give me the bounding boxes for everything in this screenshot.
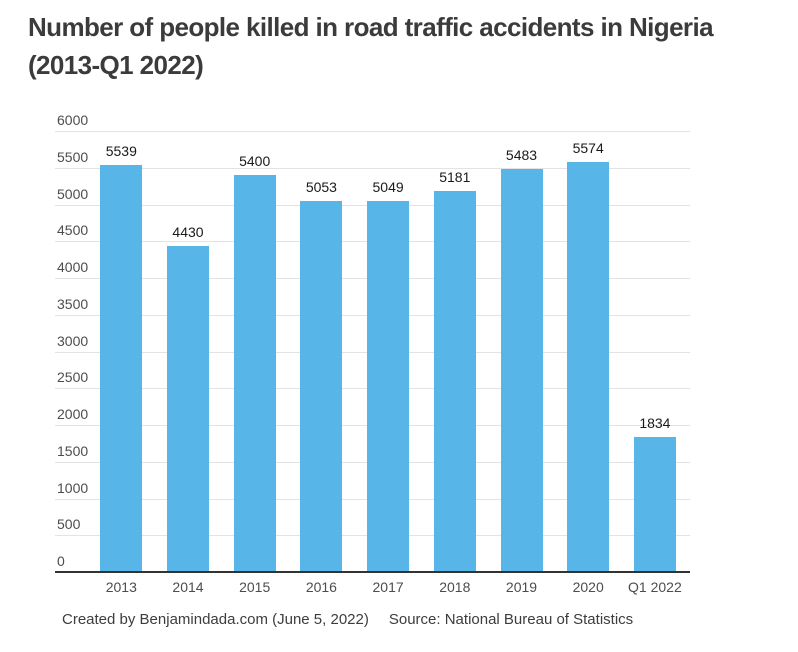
bar-value-label: 5049: [372, 178, 404, 195]
y-axis-tick-label: 3000: [57, 332, 89, 349]
bar-2019: [500, 168, 543, 571]
y-axis-tick-label: 5500: [57, 148, 89, 165]
chart-title: Number of people killed in road traffic …: [28, 8, 794, 84]
x-axis-label: 2017: [372, 579, 404, 595]
y-axis-tick-label: 0: [57, 553, 65, 569]
y-axis-tick-label: 1500: [57, 442, 89, 459]
bar-2014: [167, 246, 209, 571]
bar-value-label: 5483: [505, 146, 538, 163]
x-axis-line: [55, 571, 690, 573]
y-axis-tick-label: 1000: [57, 479, 89, 496]
source-text: Source: National Bureau of Statistics: [388, 611, 634, 628]
bar-2018: [433, 191, 476, 571]
gridline: [55, 167, 690, 169]
bar-q1-2022: [633, 437, 676, 571]
bar-2020: [567, 162, 610, 571]
chart-footer: Created by Benjamindada.com (June 5, 202…: [62, 611, 633, 629]
x-axis-label: 2019: [505, 579, 538, 595]
y-axis-tick-label: 2500: [57, 369, 89, 386]
x-axis-label: 2014: [172, 579, 204, 595]
bar-value-label: 5539: [105, 142, 137, 159]
x-axis-label: 2018: [439, 579, 471, 595]
bar-value-label: 5574: [572, 140, 604, 157]
x-axis-label: 2015: [239, 579, 271, 595]
gridline: [55, 131, 690, 132]
y-axis-tick-label: 500: [57, 516, 81, 533]
y-axis-tick-label: 5000: [57, 185, 89, 202]
bar-2017: [367, 200, 410, 571]
bar-2016: [300, 200, 343, 571]
chart-title-line1: Number of people killed in road traffic …: [28, 12, 714, 42]
x-axis-label: 2020: [572, 579, 604, 595]
y-axis-tick-label: 4500: [57, 222, 89, 239]
bar-value-label: 5181: [439, 169, 471, 186]
credit-text: Created by Benjamindada.com (June 5, 202…: [62, 611, 369, 628]
x-axis-label: 2013: [105, 579, 137, 595]
bar-value-label: 5400: [239, 153, 271, 170]
bar-value-label: 1834: [639, 415, 671, 432]
x-axis-label: Q1 2022: [628, 579, 682, 595]
y-axis-tick-label: 4000: [57, 259, 89, 275]
chart-title-line2: (2013-Q1 2022): [28, 50, 204, 80]
bar-2015: [233, 175, 276, 571]
y-axis-tick-label: 3500: [57, 295, 89, 312]
bar-value-label: 4430: [172, 224, 204, 241]
y-axis-tick-label: 6000: [57, 112, 89, 128]
bar-2013: [100, 164, 143, 571]
x-axis-label: 2016: [305, 579, 337, 595]
bar-value-label: 5053: [305, 178, 337, 195]
y-axis-tick-label: 2000: [57, 406, 89, 422]
